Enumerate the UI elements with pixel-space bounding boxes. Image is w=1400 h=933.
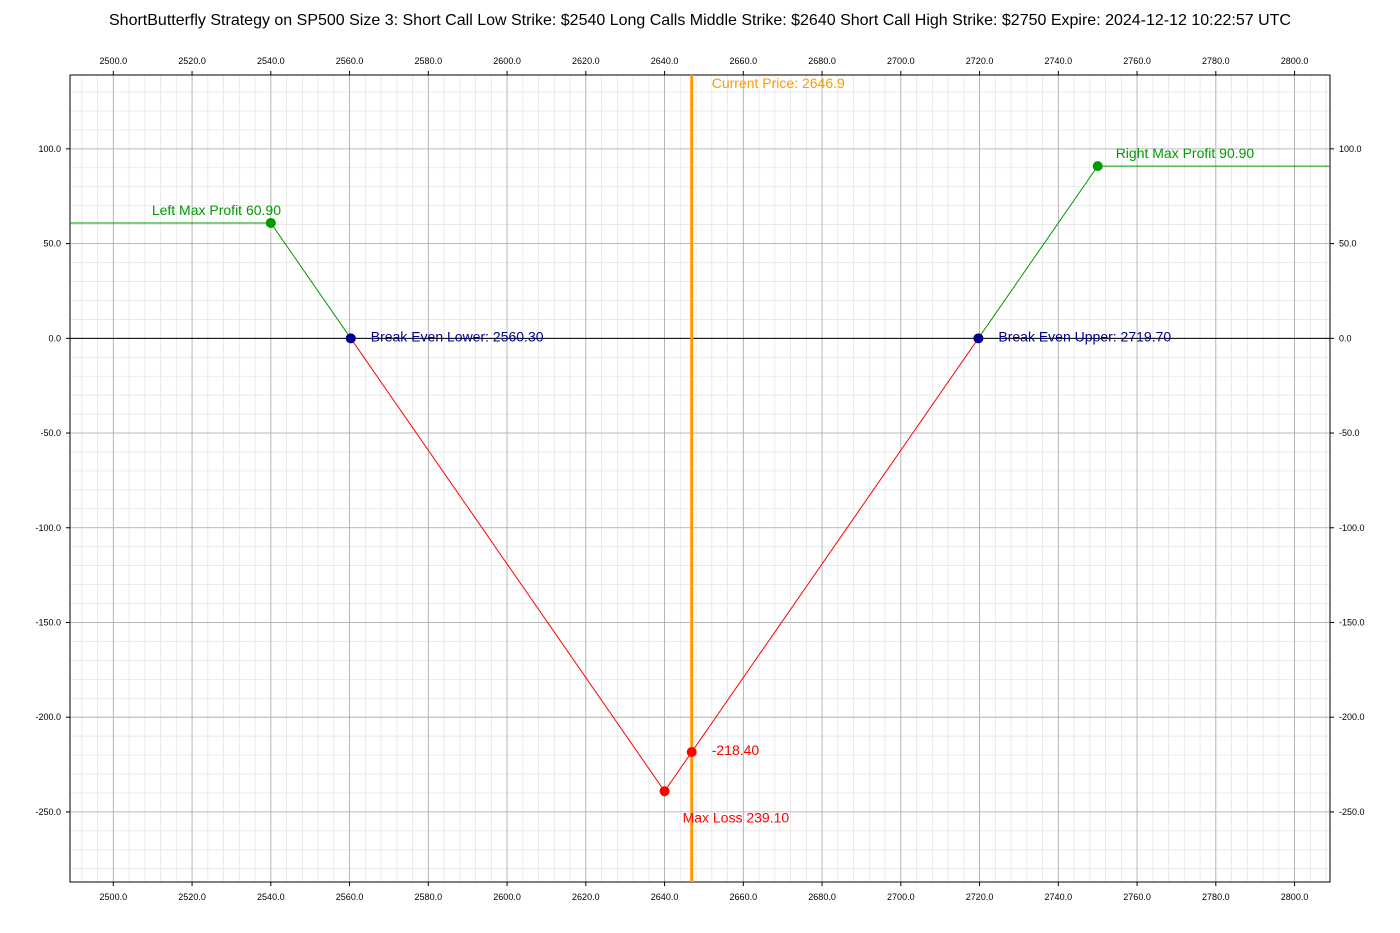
x-tick-label-top: 2700.0 (887, 56, 915, 66)
x-tick-label-bottom: 2560.0 (336, 892, 364, 902)
y-tick-label-left: -100.0 (35, 523, 61, 533)
x-tick-label-bottom: 2800.0 (1281, 892, 1309, 902)
x-tick-label-bottom: 2760.0 (1123, 892, 1151, 902)
x-tick-label-bottom: 2580.0 (415, 892, 443, 902)
x-tick-label-bottom: 2600.0 (493, 892, 521, 902)
x-tick-label-bottom: 2620.0 (572, 892, 600, 902)
x-tick-label-top: 2760.0 (1123, 56, 1151, 66)
x-tick-label-bottom: 2520.0 (178, 892, 206, 902)
point-marker-5 (1092, 161, 1103, 172)
x-tick-label-bottom: 2700.0 (887, 892, 915, 902)
x-tick-label-top: 2620.0 (572, 56, 600, 66)
x-tick-label-bottom: 2680.0 (808, 892, 836, 902)
point-marker-0 (265, 217, 276, 228)
y-tick-label-left: -50.0 (40, 428, 61, 438)
y-tick-label-right: -100.0 (1339, 523, 1365, 533)
point-marker-3 (686, 747, 697, 758)
point-marker-2 (659, 786, 670, 797)
chart-title: ShortButterfly Strategy on SP500 Size 3:… (109, 12, 1291, 29)
x-tick-label-bottom: 2640.0 (651, 892, 679, 902)
x-tick-label-top: 2640.0 (651, 56, 679, 66)
x-tick-label-top: 2600.0 (493, 56, 521, 66)
point-label-0: Left Max Profit 60.90 (152, 202, 281, 218)
point-label-3: -218.40 (712, 742, 760, 758)
y-tick-label-left: -150.0 (35, 617, 61, 627)
y-tick-label-left: 0.0 (48, 333, 61, 343)
y-tick-label-left: 100.0 (38, 144, 61, 154)
x-tick-label-bottom: 2660.0 (730, 892, 758, 902)
y-tick-label-right: -50.0 (1339, 428, 1360, 438)
plot-frame (69, 74, 1331, 883)
y-tick-label-left: 50.0 (43, 239, 61, 249)
x-tick-label-bottom: 2500.0 (100, 892, 128, 902)
x-tick-label-top: 2580.0 (415, 56, 443, 66)
x-tick-label-bottom: 2780.0 (1202, 892, 1230, 902)
x-tick-label-bottom: 2720.0 (966, 892, 994, 902)
x-tick-label-bottom: 2740.0 (1045, 892, 1073, 902)
x-tick-label-top: 2540.0 (257, 56, 285, 66)
y-tick-label-right: -250.0 (1339, 807, 1365, 817)
plot-background (70, 75, 1330, 882)
x-tick-label-bottom: 2540.0 (257, 892, 285, 902)
y-tick-label-right: 50.0 (1339, 239, 1357, 249)
point-label-1: Break Even Lower: 2560.30 (371, 328, 544, 344)
x-tick-label-top: 2740.0 (1045, 56, 1073, 66)
y-tick-label-right: -150.0 (1339, 617, 1365, 627)
x-tick-label-top: 2520.0 (178, 56, 206, 66)
y-tick-label-left: -200.0 (35, 712, 61, 722)
y-tick-label-left: -250.0 (35, 807, 61, 817)
x-tick-label-top: 2500.0 (100, 56, 128, 66)
y-tick-label-right: 0.0 (1339, 333, 1352, 343)
current-price-label: Current Price: 2646.9 (712, 75, 845, 91)
x-tick-label-top: 2680.0 (808, 56, 836, 66)
point-label-2: Max Loss 239.10 (683, 809, 790, 825)
y-tick-label-right: -200.0 (1339, 712, 1365, 722)
x-tick-label-top: 2660.0 (730, 56, 758, 66)
point-label-4: Break Even Upper: 2719.70 (998, 328, 1171, 344)
y-tick-label-right: 100.0 (1339, 144, 1362, 154)
point-marker-4 (973, 333, 984, 344)
x-tick-label-top: 2720.0 (966, 56, 994, 66)
x-tick-label-top: 2800.0 (1281, 56, 1309, 66)
x-tick-label-top: 2560.0 (336, 56, 364, 66)
point-label-5: Right Max Profit 90.90 (1116, 145, 1255, 161)
x-tick-label-top: 2780.0 (1202, 56, 1230, 66)
point-marker-1 (345, 333, 356, 344)
